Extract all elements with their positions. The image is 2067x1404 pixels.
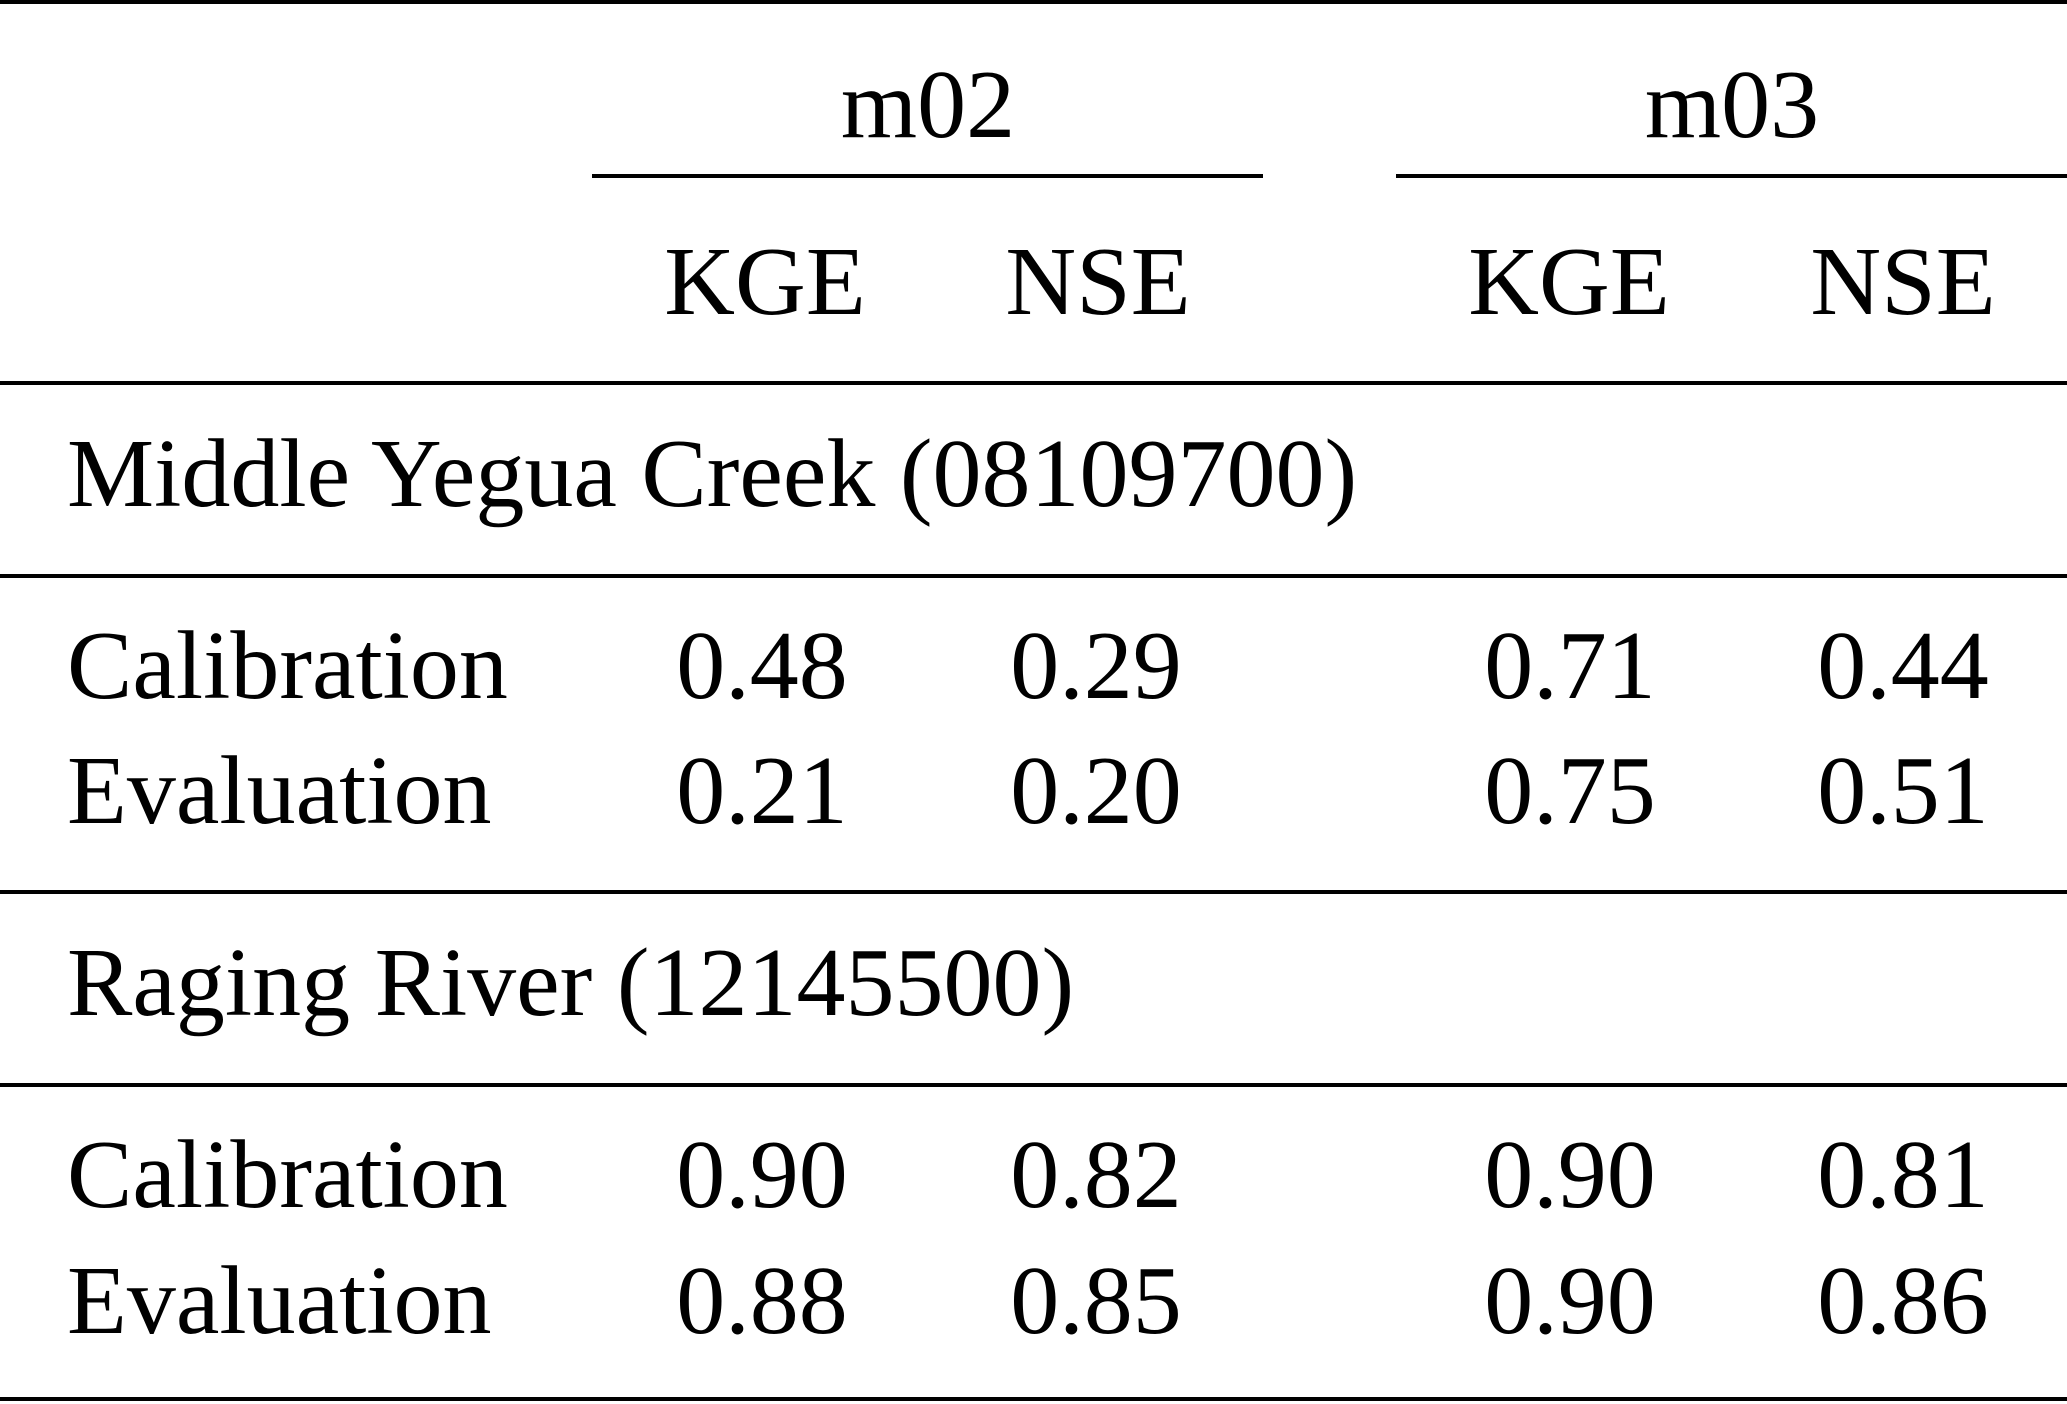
- cell-value: 0.90: [1484, 1247, 1656, 1355]
- cell-value: 0.21: [676, 737, 848, 845]
- m03-group-underline: [1396, 174, 2067, 178]
- cell-value: 0.20: [1010, 737, 1182, 845]
- cell-value: 0.85: [1010, 1247, 1182, 1355]
- row-label-evaluation: Evaluation: [67, 1247, 492, 1355]
- m02-group-underline: [592, 174, 1263, 178]
- group-header-m02: m02: [840, 51, 1016, 159]
- column-header-m02-nse: NSE: [1005, 228, 1191, 336]
- cell-value: 0.71: [1484, 612, 1656, 720]
- cell-value: 0.90: [676, 1121, 848, 1229]
- cell-value: 0.44: [1817, 612, 1989, 720]
- section-1-bottom-rule: [0, 890, 2067, 894]
- cell-value: 0.90: [1484, 1121, 1656, 1229]
- section-title-raging-river: Raging River (12145500): [67, 929, 1075, 1037]
- column-header-m03-nse: NSE: [1810, 228, 1996, 336]
- bottom-rule: [0, 1397, 2067, 1401]
- cell-value: 0.86: [1817, 1247, 1989, 1355]
- section-2-title-rule: [0, 1083, 2067, 1087]
- section-title-middle-yegua-creek: Middle Yegua Creek (08109700): [67, 420, 1358, 528]
- cell-value: 0.75: [1484, 737, 1656, 845]
- cell-value: 0.82: [1010, 1121, 1182, 1229]
- column-header-m02-kge: KGE: [664, 228, 866, 336]
- header-bottom-rule: [0, 381, 2067, 385]
- row-label-calibration: Calibration: [67, 1121, 508, 1229]
- cell-value: 0.29: [1010, 612, 1182, 720]
- top-rule: [0, 0, 2067, 4]
- cell-value: 0.51: [1817, 737, 1989, 845]
- row-label-calibration: Calibration: [67, 612, 508, 720]
- cell-value: 0.88: [676, 1247, 848, 1355]
- cell-value: 0.81: [1817, 1121, 1989, 1229]
- column-header-m03-kge: KGE: [1468, 228, 1670, 336]
- cell-value: 0.48: [676, 612, 848, 720]
- section-1-title-rule: [0, 574, 2067, 578]
- group-header-m03: m03: [1644, 51, 1820, 159]
- row-label-evaluation: Evaluation: [67, 737, 492, 845]
